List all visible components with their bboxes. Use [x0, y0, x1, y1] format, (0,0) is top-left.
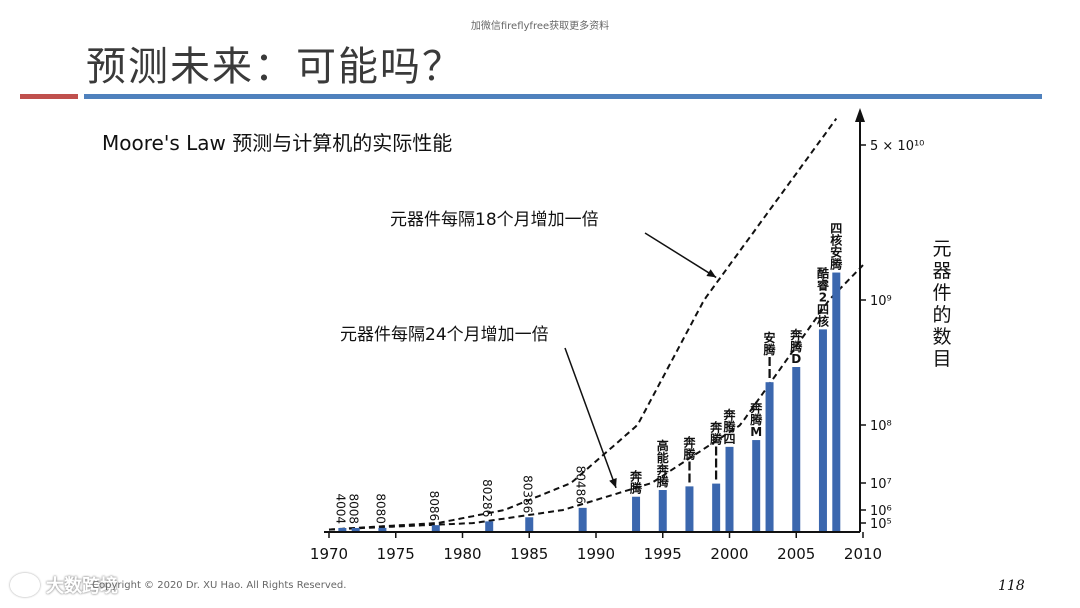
bar-label-四核安腾: 四核安腾 [829, 222, 843, 272]
x-tick-label-1970: 1970 [310, 545, 348, 563]
bar-label-4004: 4004 [333, 493, 347, 524]
bar-label-奔腾III: 奔腾 I I I [709, 420, 723, 483]
y-tick-label-3: 10⁸ [870, 419, 892, 434]
x-tick-label-1990: 1990 [577, 545, 615, 563]
bar-奔腾 [632, 496, 641, 531]
bar-label-奔腾: 奔腾 [629, 469, 643, 496]
annotation-arrow-line-0 [644, 232, 717, 279]
bar-奔腾M [752, 440, 761, 531]
bar-80486 [578, 507, 587, 531]
bar-8008 [351, 528, 360, 531]
bar-80386 [525, 517, 534, 531]
bar-安腾II [765, 382, 774, 531]
bar-四核安腾 [832, 272, 841, 531]
bar-label-奔腾四: 奔腾四 [722, 407, 736, 446]
bar-奔腾D [792, 367, 801, 531]
y-tick-label-0: 10⁵ [870, 517, 892, 532]
chart-subtitle: Moore's Law 预测与计算机的实际性能 [102, 131, 453, 155]
moore-curve-18-month [328, 118, 838, 531]
annotation-24-month: 元器件每隔24个月增加一倍 [340, 325, 549, 345]
x-tick-label-1980: 1980 [443, 545, 481, 563]
bar-label-8080: 8080 [373, 493, 387, 524]
annotation-arrow-head-1 [609, 478, 617, 488]
annotation-arrow-line-1 [564, 347, 617, 489]
bar-奔腾II [685, 486, 694, 531]
page-title: 预测未来：可能吗？ [86, 44, 464, 90]
y-tick-label-2: 10⁷ [870, 477, 892, 492]
y-axis-title: 元器件的数目 [932, 238, 951, 370]
bar-label-安腾II: 安腾 I I [763, 330, 777, 381]
x-tick-label-2000: 2000 [710, 545, 748, 563]
bar-label-奔腾D: 奔腾 D [789, 327, 803, 366]
x-tick-label-1995: 1995 [644, 545, 682, 563]
bar-8080 [378, 527, 387, 531]
bar-label-80486: 80486 [574, 466, 588, 504]
annotation-18-month: 元器件每隔18个月增加一倍 [390, 210, 599, 230]
copyright-text: Copyright © 2020 Dr. XU Hao. All Rights … [92, 580, 347, 591]
watermark-text: 加微信fireflyfree获取更多资料 [470, 21, 610, 32]
bar-label-奔腾II: 奔腾 I I [682, 434, 696, 485]
x-tick-label-1985: 1985 [510, 545, 548, 563]
y-tick-label-5: 5 × 10¹⁰ [870, 139, 924, 154]
title-rule-red [20, 94, 78, 99]
bar-8086 [431, 525, 440, 531]
y-axis-arrow [855, 108, 865, 122]
bar-label-80286: 80286 [480, 479, 494, 517]
moore-curve-24-month [328, 264, 864, 531]
page-number: 118 [998, 578, 1025, 594]
title-rule-blue [84, 94, 1042, 99]
annotation-arrow-head-0 [706, 269, 717, 278]
brand-logo: 大数跨境 [10, 572, 118, 598]
y-tick-label-1: 10⁶ [870, 504, 892, 519]
bar-4004 [338, 528, 347, 531]
y-tick-label-4: 10⁹ [870, 294, 892, 309]
x-tick-label-2010: 2010 [844, 545, 882, 563]
bar-奔腾III [712, 483, 721, 531]
bar-酷睿2四核 [818, 329, 827, 531]
bar-label-酷睿2四核: 酷睿 2 四核 [817, 265, 830, 328]
bar-奔腾四 [725, 446, 734, 531]
brand-icon [10, 573, 40, 597]
bar-label-80386: 80386 [520, 475, 534, 513]
x-tick-label-2005: 2005 [777, 545, 815, 563]
bar-label-奔腾M: 奔腾 M [749, 400, 763, 439]
bar-label-高能奔腾: 高能奔腾 [656, 438, 670, 489]
bar-80286 [485, 521, 494, 531]
x-tick-label-1975: 1975 [377, 545, 415, 563]
bar-label-8086: 8086 [427, 491, 441, 522]
brand-text: 大数跨境 [46, 576, 118, 597]
bar-高能奔腾 [658, 490, 667, 531]
bar-label-8008: 8008 [347, 493, 361, 524]
